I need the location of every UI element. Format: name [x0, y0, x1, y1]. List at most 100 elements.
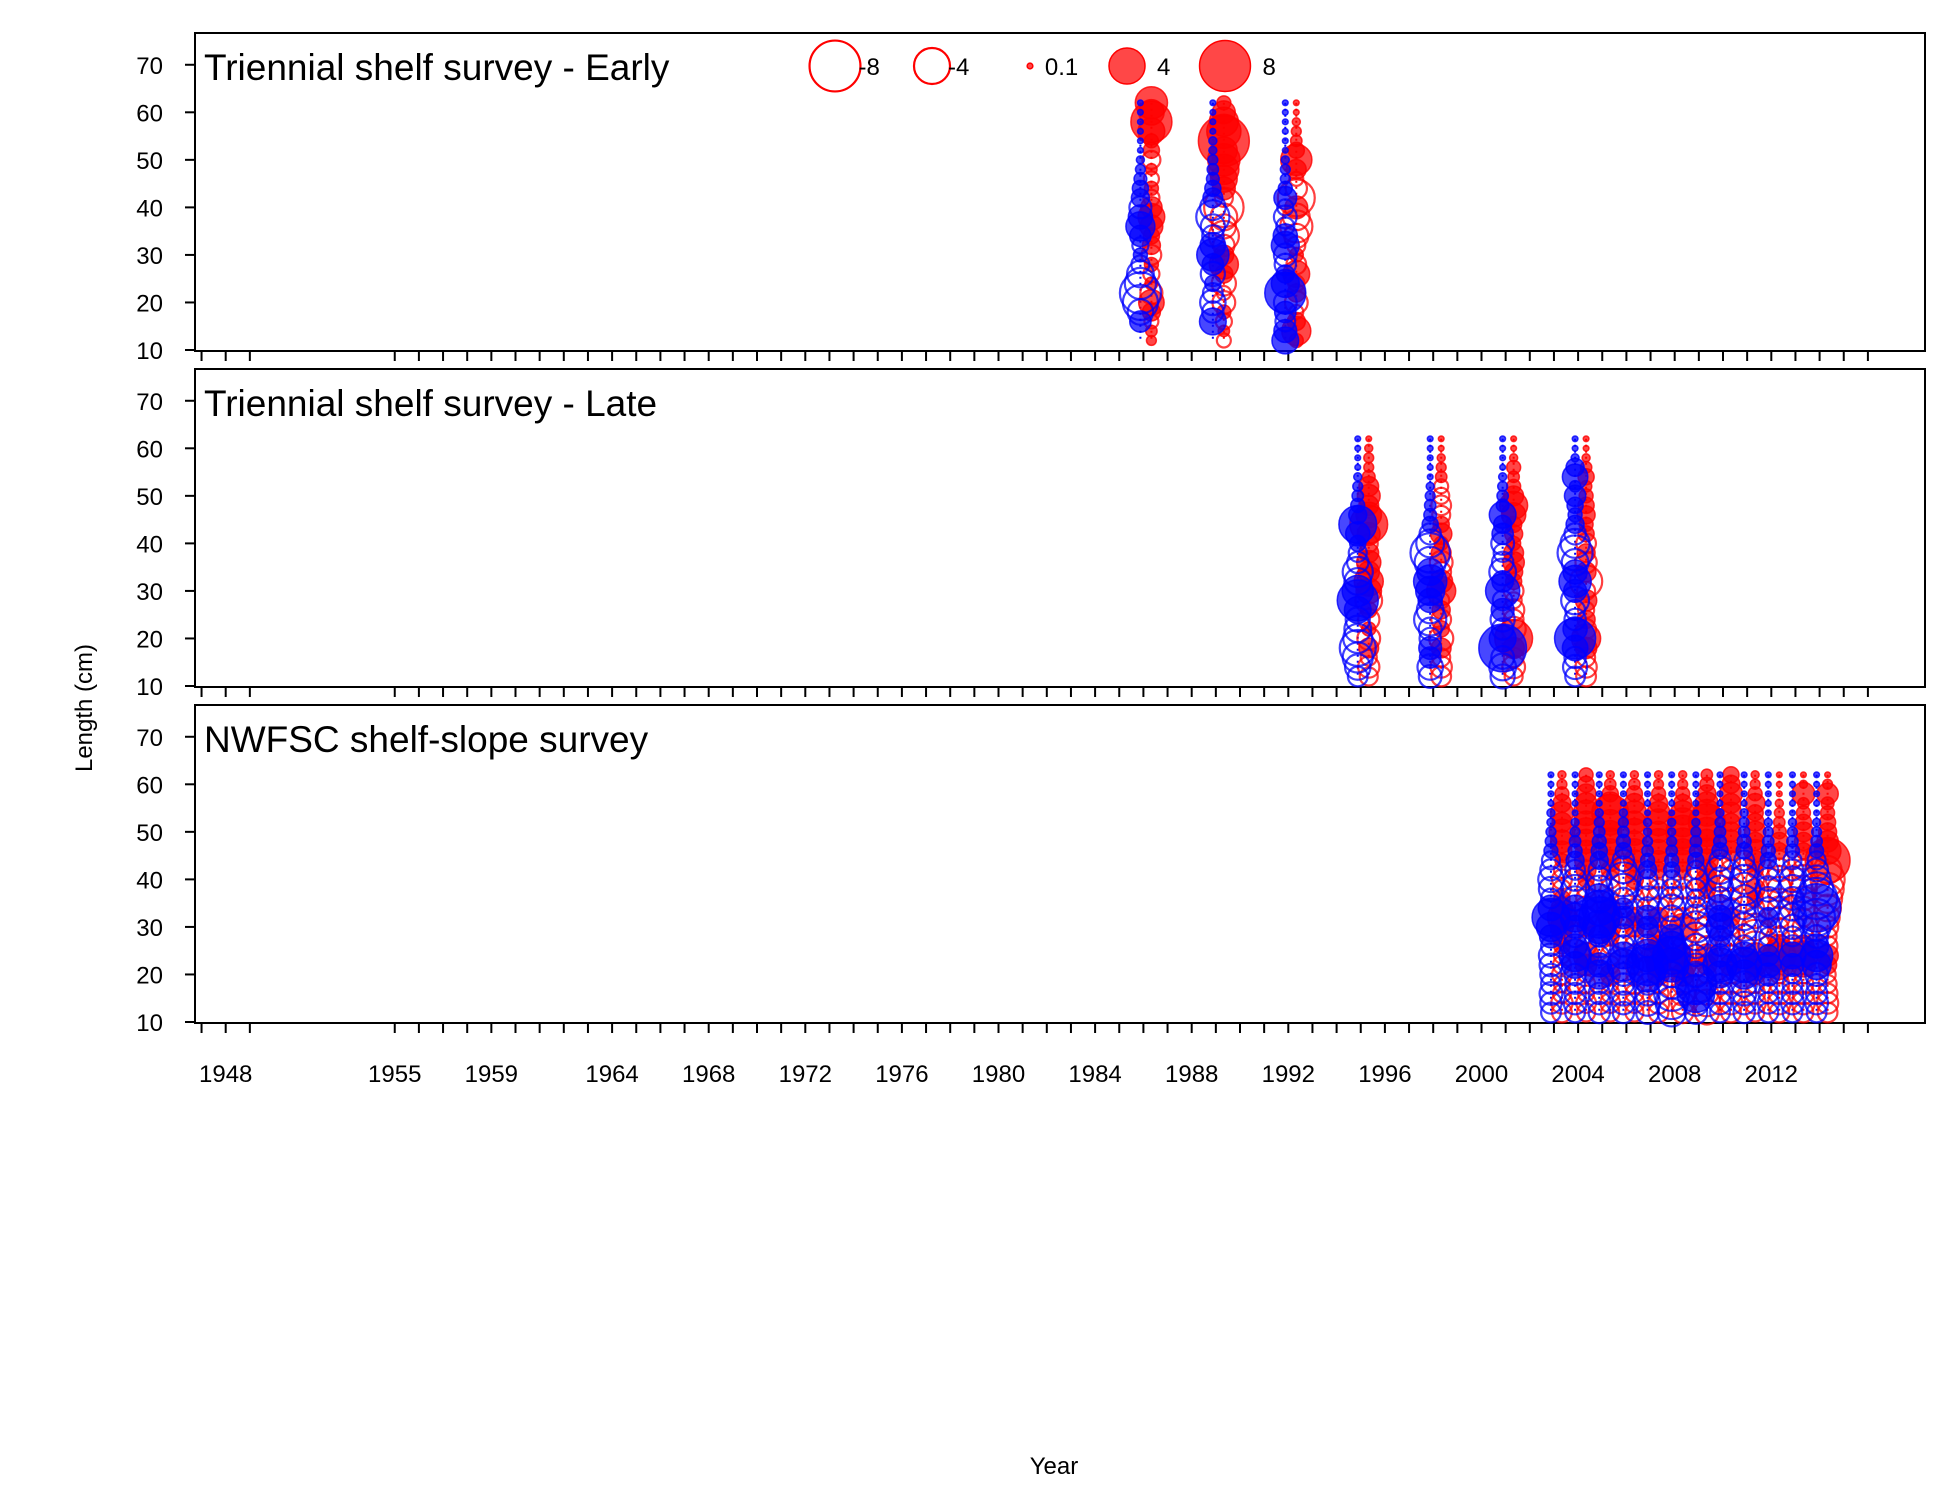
bubble: [1571, 444, 1579, 452]
bubble: [1354, 444, 1362, 452]
bubble: [1643, 780, 1652, 788]
panel-frame: [194, 32, 1926, 352]
legend-label: 8: [1262, 54, 1275, 81]
bubble: [1199, 231, 1227, 259]
bubble: [1813, 790, 1821, 798]
bubble: [1813, 809, 1821, 817]
bubble: [1692, 799, 1700, 807]
bubble: [1611, 1000, 1636, 1025]
bubble: [1435, 461, 1447, 474]
bubble: [1740, 780, 1748, 788]
bubble: [1547, 790, 1555, 798]
bubble: [1824, 771, 1832, 779]
y-tick-label: 60: [136, 772, 163, 799]
bubble: [1764, 790, 1772, 798]
bubble: [1363, 452, 1375, 464]
bubble: [1292, 108, 1300, 116]
y-tick-label: 20: [136, 290, 163, 317]
x-tick-label: 1955: [368, 1061, 421, 1088]
legend: -8 -4 0.1 4 8: [808, 39, 1276, 93]
bubble: [1754, 875, 1783, 903]
bubble: [1571, 771, 1579, 779]
bubble: [1354, 454, 1362, 462]
bubble: [1618, 808, 1629, 818]
bubble: [1641, 835, 1654, 848]
legend-bubble: [1198, 39, 1252, 93]
bubble: [1499, 463, 1507, 471]
bubble: [1363, 443, 1374, 454]
bubble: [1564, 1001, 1587, 1024]
bubble: [1773, 807, 1785, 819]
bubble-series-male-2003: [1531, 771, 1571, 1024]
bubble: [1136, 108, 1144, 116]
bubble: [1132, 247, 1149, 263]
bubble: [1508, 453, 1519, 463]
bubble: [1595, 799, 1603, 807]
bubble: [1426, 454, 1434, 462]
bubble-series-male-1992: [1264, 99, 1307, 355]
bubble: [1136, 99, 1144, 107]
bubble: [1617, 816, 1630, 829]
bubble: [1813, 771, 1821, 779]
bubble: [1732, 1000, 1756, 1025]
bubble: [1643, 799, 1652, 807]
bubble: [1546, 817, 1556, 828]
bubble: [1659, 885, 1685, 911]
bubble: [1715, 808, 1725, 818]
bubble: [1685, 888, 1706, 909]
x-tick-label: 1948: [199, 1061, 252, 1088]
bubble: [1714, 816, 1726, 829]
bubble: [1290, 125, 1302, 138]
bubble: [1791, 883, 1842, 933]
bubble: [1436, 453, 1446, 463]
bubble: [1739, 808, 1749, 818]
bubble: [1794, 876, 1839, 921]
bubble: [1209, 99, 1217, 107]
bubble: [1556, 778, 1568, 790]
x-tick-label: 1996: [1358, 1061, 1411, 1088]
bubble: [1201, 300, 1225, 324]
y-tick-label: 70: [136, 53, 163, 80]
bubble-series-male-2001: [1478, 435, 1528, 690]
bubble: [1424, 490, 1436, 502]
bubble: [1716, 780, 1724, 788]
bubble: [1539, 1001, 1562, 1024]
bubble: [1136, 137, 1144, 145]
legend-bubble: [912, 46, 952, 86]
bubble: [1799, 771, 1808, 779]
bubble: [1730, 923, 1758, 950]
bubble: [1717, 866, 1745, 893]
bubble: [1562, 990, 1588, 1016]
bubble: [1692, 790, 1700, 798]
bubble: [1488, 557, 1518, 587]
bubble: [1136, 118, 1144, 126]
y-tick-label: 40: [136, 531, 163, 558]
y-tick-label: 10: [136, 674, 163, 701]
bubble: [1426, 444, 1434, 452]
panel-frame: [194, 368, 1926, 688]
bubble: [1740, 790, 1748, 798]
bubble: [1569, 826, 1581, 838]
bubble: [1560, 547, 1590, 577]
bubble: [1280, 155, 1291, 165]
bubble: [1764, 780, 1772, 788]
y-tick-label: 60: [136, 436, 163, 463]
bubble: [1692, 771, 1700, 779]
bubble: [1281, 99, 1289, 107]
bubble: [1729, 911, 1760, 942]
bubble: [1813, 780, 1821, 788]
bubble: [1813, 799, 1821, 807]
bubble: [1779, 990, 1805, 1016]
x-tick-label: 1968: [682, 1061, 735, 1088]
bubble: [1677, 778, 1689, 790]
bubble: [1571, 809, 1579, 817]
bubble: [1732, 934, 1756, 958]
bubble: [1539, 973, 1562, 995]
bubble: [1691, 817, 1701, 828]
bubble: [1643, 809, 1652, 817]
bubble: [1629, 770, 1640, 780]
bubble: [1418, 626, 1442, 651]
bubble: [1707, 990, 1733, 1016]
bubble-series-male-1989: [1195, 99, 1231, 336]
bubble: [1595, 780, 1603, 788]
